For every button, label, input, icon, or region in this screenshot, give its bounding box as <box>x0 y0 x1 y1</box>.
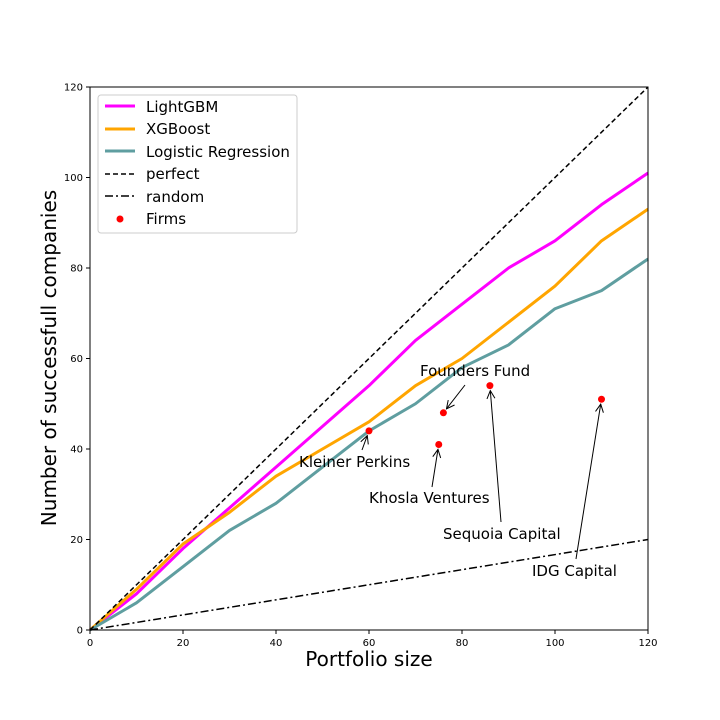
firm-point-sequoia-capital <box>486 382 494 390</box>
legend-label-xgboost: XGBoost <box>146 120 210 138</box>
legend-swatch-firms <box>116 215 124 223</box>
arrow-kleiner-perkins-head <box>360 434 369 445</box>
legend-label-logistic-regression: Logistic Regression <box>146 143 290 161</box>
annotation-idg-capital: IDG Capital <box>532 562 617 580</box>
arrow-idg-capital-head <box>595 403 604 413</box>
annotation-kleiner-perkins: Kleiner Perkins <box>299 453 410 471</box>
x-tick-label-120: 120 <box>638 638 657 649</box>
annotation-khosla-ventures: Khosla Ventures <box>369 489 490 507</box>
legend-label-firms: Firms <box>146 210 186 228</box>
arrow-khosla-ventures-head <box>432 448 442 459</box>
annotation-sequoia-capital: Sequoia Capital <box>443 525 561 543</box>
y-tick-label-60: 60 <box>70 354 83 365</box>
x-axis-title: Portfolio size <box>305 647 432 671</box>
x-tick-label-80: 80 <box>456 638 469 649</box>
series-line-perfect <box>89 86 649 631</box>
plot-area: 0 20 40 60 80 100 120 0 20 40 60 80 100 120 <box>64 83 658 650</box>
firm-point-khosla-ventures <box>435 440 443 448</box>
y-tick-label-40: 40 <box>70 445 83 456</box>
firm-point-idg-capital <box>598 395 605 403</box>
legend: LightGBM XGBoost Logistic Regression per… <box>97 94 298 234</box>
annotation-founders-fund: Founders Fund <box>420 362 530 380</box>
y-axis-title: Number of successfull companies <box>37 190 61 526</box>
firm-point-kleiner-perkins <box>365 427 373 435</box>
firm-point-founders-fund <box>439 409 447 417</box>
arrow-kleiner-perkins-shaft <box>361 435 368 451</box>
y-tick-label-20: 20 <box>70 535 83 546</box>
arrow-sequoia-capital-shaft <box>489 390 502 523</box>
x-tick-label-40: 40 <box>270 638 283 649</box>
series-line-random <box>89 538 649 631</box>
arrow-khosla-ventures-shaft <box>431 449 439 488</box>
x-tick-label-0: 0 <box>87 638 93 649</box>
series-line-xgboost <box>89 207 649 632</box>
x-tick-label-60: 60 <box>363 638 376 649</box>
y-tick-label-80: 80 <box>70 264 83 275</box>
y-tick-label-100: 100 <box>64 173 83 184</box>
arrow-founders-fund-head <box>445 399 455 410</box>
y-tick-label-0: 0 <box>77 626 83 637</box>
arrow-idg-capital-shaft <box>575 404 602 560</box>
legend-label-random: random <box>146 188 204 206</box>
legend-frame <box>97 94 298 234</box>
arrow-founders-fund-shaft <box>446 384 466 410</box>
x-tick-label-20: 20 <box>177 638 190 649</box>
y-tick-label-120: 120 <box>64 83 83 94</box>
annotations: Kleiner Perkins Khosla Ventures Founders… <box>299 362 617 580</box>
series-line-lightgbm <box>89 171 649 632</box>
legend-label-lightgbm: LightGBM <box>146 98 218 116</box>
legend-label-perfect: perfect <box>146 165 200 183</box>
x-tick-label-100: 100 <box>545 638 564 649</box>
arrow-sequoia-capital-head <box>486 389 496 400</box>
